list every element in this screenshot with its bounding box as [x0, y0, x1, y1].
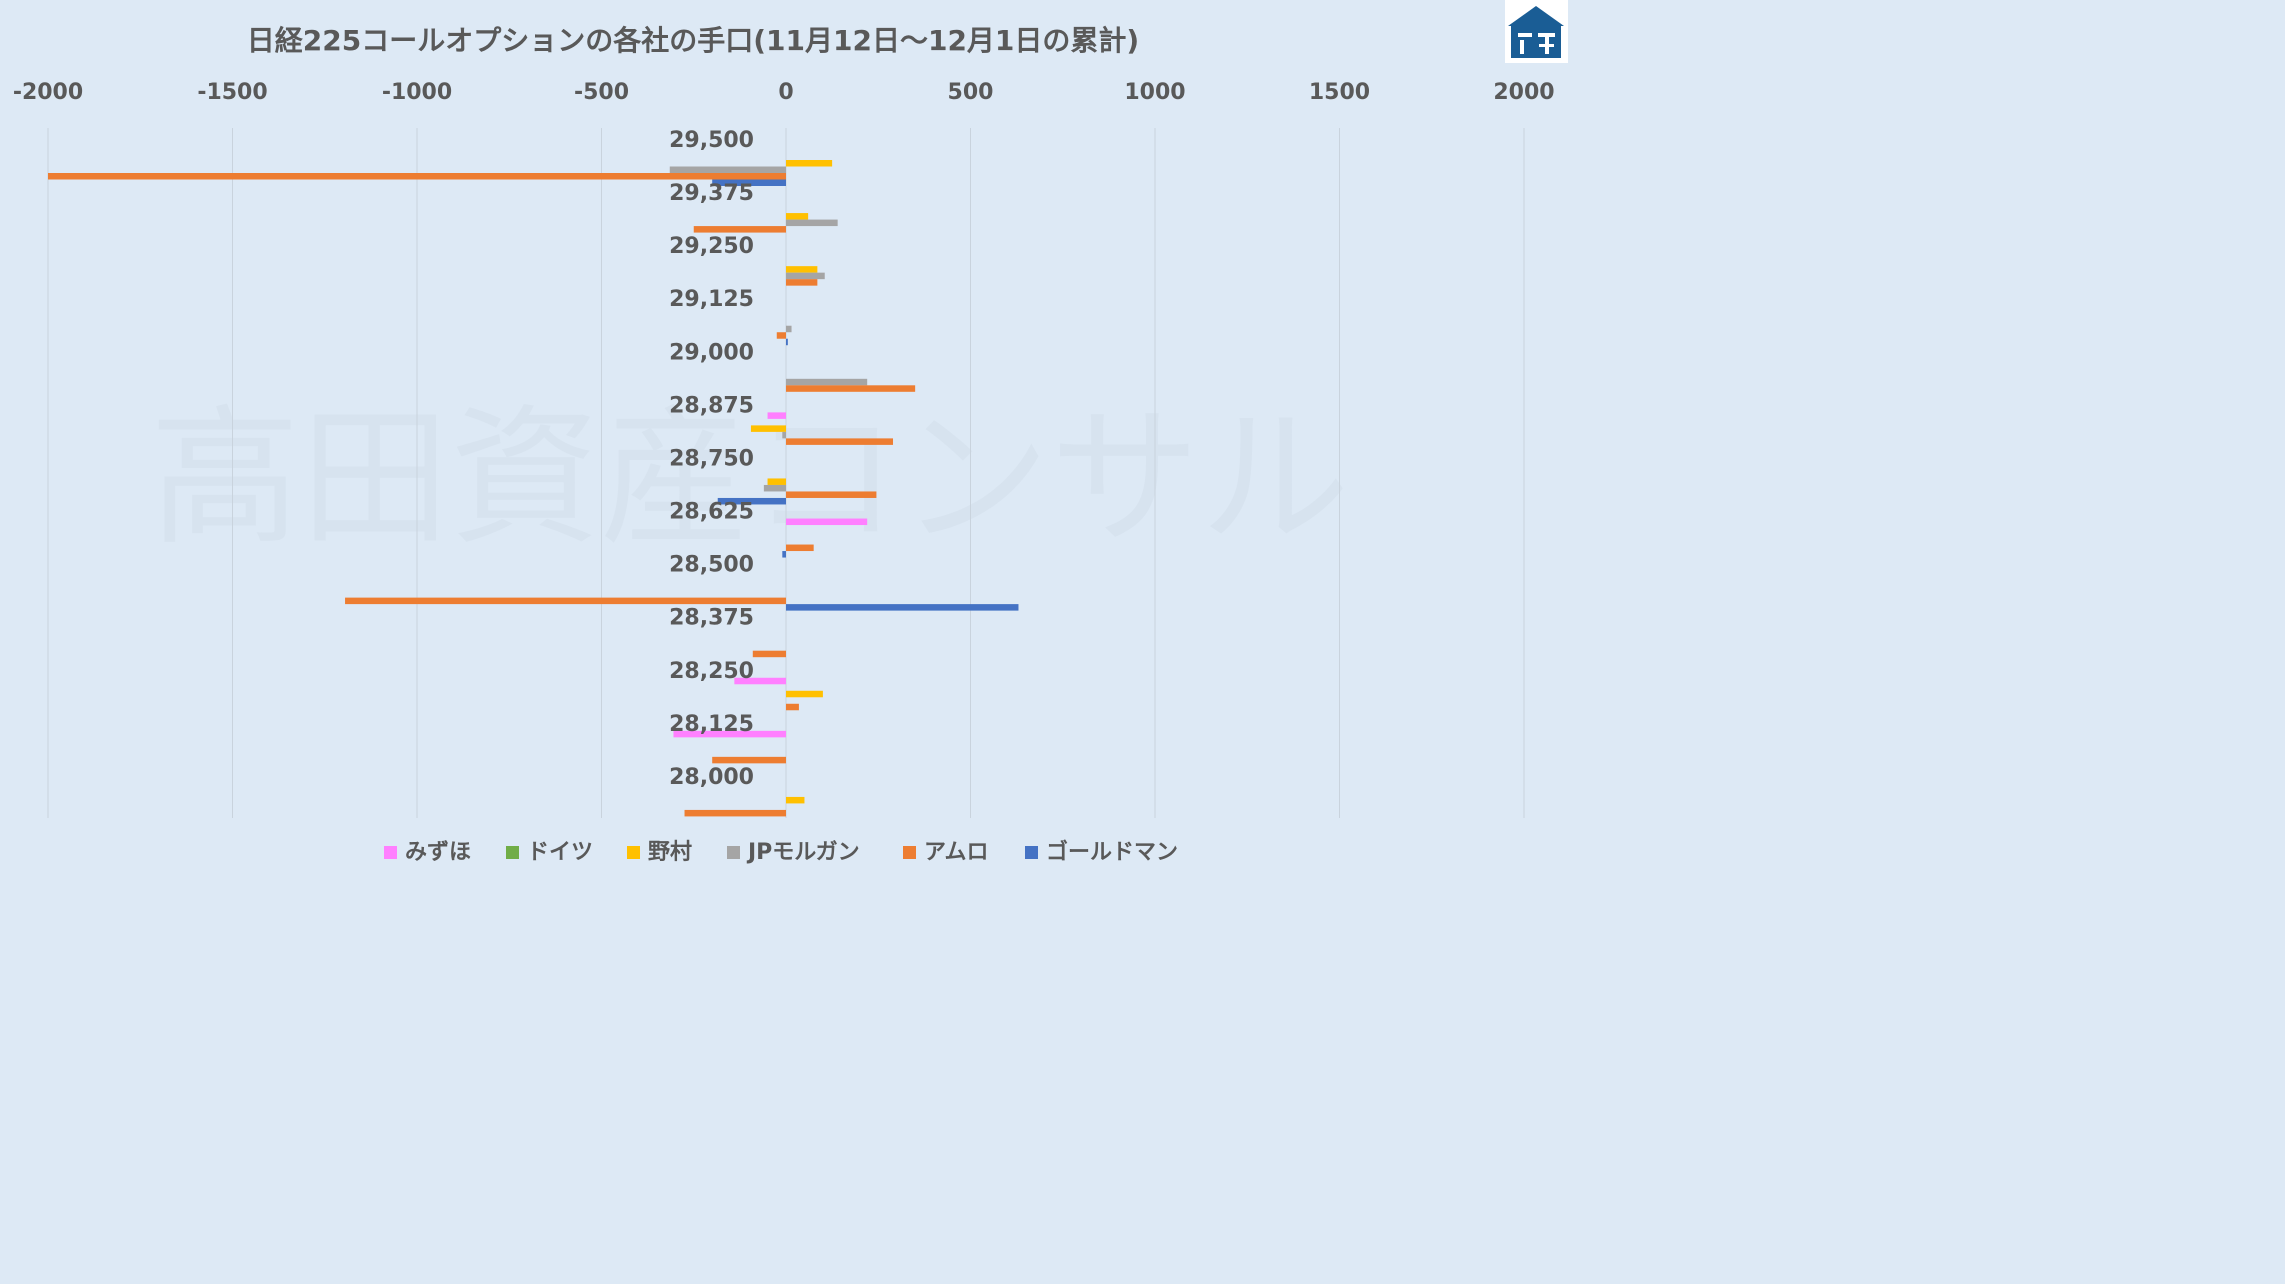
bar	[750, 425, 786, 432]
chart-title: 日経225コールオプションの各社の手口(11月12日～12月1日の累計)	[247, 24, 1139, 57]
bar	[786, 219, 838, 227]
bar	[717, 497, 786, 505]
x-tick-label: -500	[574, 80, 629, 105]
bar	[786, 279, 818, 286]
x-tick-label: 1000	[1124, 80, 1185, 105]
bar	[786, 266, 818, 273]
bar	[669, 166, 786, 173]
bar	[712, 179, 786, 186]
bar	[786, 544, 814, 552]
bars	[48, 160, 1019, 817]
y-tick-label: 28,500	[669, 553, 754, 578]
bar	[767, 412, 786, 419]
legend: みずほ ドイツ 野村 JPモルガン アムロ ゴールドマン	[384, 839, 1178, 865]
legend-swatch	[903, 846, 916, 859]
bar	[763, 484, 786, 492]
x-tick-label: 1500	[1309, 80, 1370, 105]
x-tick-labels: -2000 -1500 -1000 -500 0 500 1000 1500 2000	[13, 80, 1555, 105]
legend-swatch	[727, 846, 740, 859]
legend-label: アムロ	[924, 840, 988, 865]
y-tick-label: 28,000	[669, 765, 754, 790]
x-tick-label: 2000	[1493, 80, 1554, 105]
y-tick-label: 28,875	[669, 393, 754, 418]
bar	[693, 226, 786, 233]
y-tick-label: 29,500	[669, 128, 754, 153]
chart: 高田資産コンサル -2000 -1500 -1000 -500 0 500 1000 1500…	[13, 0, 1568, 865]
bar	[786, 213, 809, 220]
bar	[786, 518, 868, 526]
bar	[786, 272, 825, 280]
legend-swatch	[1025, 846, 1038, 859]
y-tick-label: 28,625	[669, 500, 754, 525]
y-tick-label: 29,250	[669, 234, 754, 259]
house-logo-icon	[1505, 0, 1568, 63]
bar	[752, 650, 786, 658]
legend-swatch	[627, 846, 640, 859]
bar	[48, 173, 786, 180]
bar	[786, 604, 1019, 611]
bar	[786, 160, 833, 167]
bar	[684, 809, 786, 817]
legend-label: ドイツ	[527, 840, 593, 865]
bar	[786, 438, 894, 445]
y-tick-labels: 29,500 29,375 29,250 29,125 29,000 28,875 28,7…	[669, 128, 754, 790]
bar	[673, 730, 786, 738]
y-tick-label: 29,000	[669, 340, 754, 365]
x-tick-label: 0	[778, 80, 793, 105]
y-tick-label: 29,125	[669, 287, 754, 312]
bar	[786, 378, 868, 386]
legend-label: ゴールドマン	[1046, 839, 1178, 865]
bar	[786, 703, 799, 711]
bar	[767, 478, 786, 485]
bar	[776, 332, 786, 339]
x-tick-label: -2000	[13, 80, 83, 105]
watermark: 高田資産コンサル	[150, 392, 1350, 566]
bar	[782, 431, 786, 439]
bar	[786, 690, 823, 698]
legend-label: JPモルガン	[746, 840, 860, 865]
legend-swatch	[384, 846, 397, 859]
bar	[786, 796, 805, 804]
bar	[712, 756, 786, 764]
grid-lines	[47, 128, 1525, 818]
bar	[786, 385, 916, 392]
bar	[786, 491, 877, 498]
x-tick-label: -1500	[197, 80, 267, 105]
bar	[734, 677, 786, 685]
x-tick-label: -1000	[382, 80, 452, 105]
legend-swatch	[506, 846, 519, 859]
bar	[786, 325, 792, 333]
x-tick-label: 500	[948, 80, 994, 105]
bar	[345, 597, 786, 605]
legend-label: みずほ	[405, 840, 471, 865]
y-tick-label: 28,125	[669, 712, 754, 737]
y-tick-label: 28,750	[669, 446, 754, 471]
y-tick-label: 28,375	[669, 606, 754, 631]
bar	[782, 551, 786, 558]
y-tick-label: 28,250	[669, 659, 754, 684]
bar	[786, 338, 788, 346]
y-tick-label: 29,375	[669, 181, 754, 206]
legend-label: 野村	[648, 840, 692, 865]
